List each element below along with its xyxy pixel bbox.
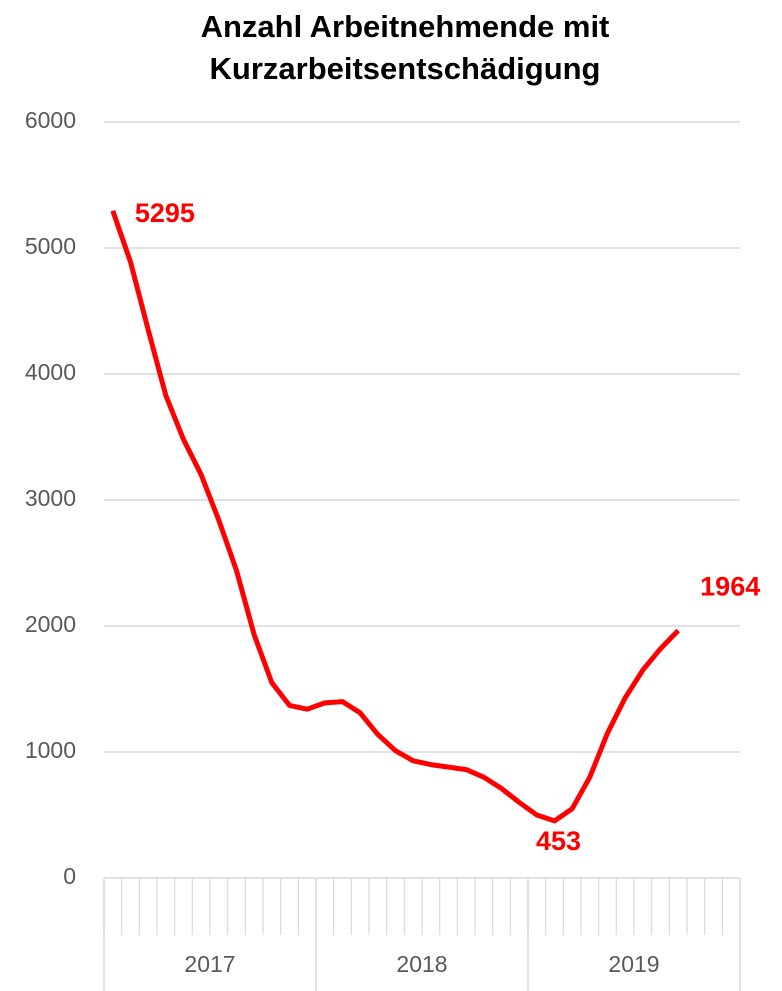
y-tick-label: 1000 — [25, 737, 76, 763]
y-tick-label: 5000 — [25, 233, 76, 259]
y-tick-label: 4000 — [25, 359, 76, 385]
x-group-label: 2018 — [396, 951, 447, 977]
y-tick-label: 0 — [63, 863, 76, 889]
data-label: 1964 — [700, 572, 760, 602]
chart-title: Anzahl Arbeitnehmende mit Kurzarbeitsent… — [200, 9, 610, 86]
data-label: 453 — [536, 826, 581, 856]
x-group-label: 2017 — [184, 951, 235, 977]
data-label: 5295 — [135, 198, 195, 228]
y-tick-label: 2000 — [25, 611, 76, 637]
line — [110, 209, 680, 824]
y-tick-label: 6000 — [25, 107, 76, 133]
x-group-label: 2019 — [608, 951, 659, 977]
y-tick-label: 3000 — [25, 485, 76, 511]
